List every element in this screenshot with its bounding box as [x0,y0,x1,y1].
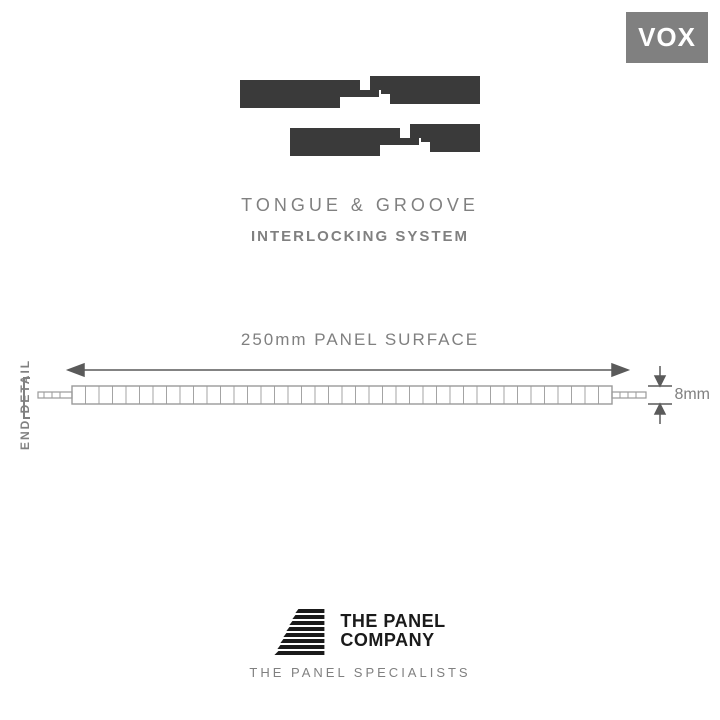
company-logo: THE PANEL COMPANY [249,607,470,655]
panel-width-label: 250mm PANEL SURFACE [241,330,479,350]
tongue-groove-diagram [230,70,490,185]
end-detail-label: END DETAIL [18,359,32,450]
panel-thickness-label: 8mm [674,386,710,404]
panel-cross-section: 250mm PANEL SURFACE END DETAIL 8mm [0,330,720,470]
cross-section-svg [0,330,720,470]
tongue-groove-caption: TONGUE & GROOVE INTERLOCKING SYSTEM [241,195,479,245]
company-name-line1: THE PANEL [340,612,445,631]
company-name: THE PANEL COMPANY [340,612,445,650]
company-name-line2: COMPANY [340,631,445,650]
company-tagline: THE PANEL SPECIALISTS [249,665,470,680]
brand-badge: VOX [626,12,708,63]
caption-line2: INTERLOCKING SYSTEM [241,228,479,245]
footer: THE PANEL COMPANY THE PANEL SPECIALISTS [249,607,470,680]
building-icon [274,607,328,655]
caption-line1: TONGUE & GROOVE [241,195,479,216]
